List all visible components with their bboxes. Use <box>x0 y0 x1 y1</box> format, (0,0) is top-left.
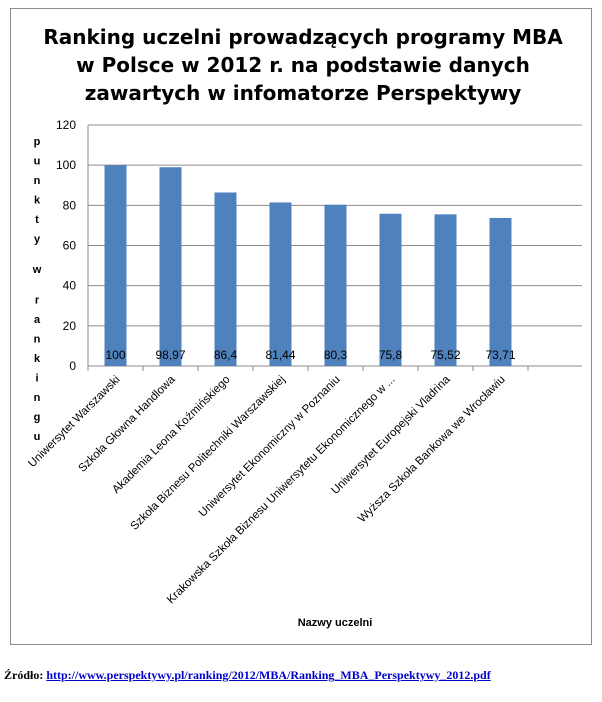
y-axis-title-letter: t <box>35 214 39 226</box>
y-axis-title-letter: k <box>34 195 41 207</box>
source-label: Źródło: <box>4 668 44 682</box>
y-axis-title-letter: n <box>34 175 41 187</box>
y-axis-title-letter: r <box>35 295 40 307</box>
data-label: 75,52 <box>430 348 460 362</box>
bar <box>324 204 347 366</box>
bar <box>489 217 512 366</box>
source-note: Źródło: http://www.perspektywy.pl/rankin… <box>4 668 598 683</box>
chart-title-line: w Polsce w 2012 r. na podstawie danych <box>76 53 530 77</box>
data-label: 86,4 <box>214 348 238 362</box>
bar <box>214 192 237 366</box>
bar-chart: Ranking uczelni prowadzących programy MB… <box>26 25 582 629</box>
y-axis-title-letter: k <box>34 353 41 365</box>
bar <box>379 213 402 366</box>
y-axis-title-letter: p <box>34 136 41 148</box>
x-category-label: Akademia Leona Koźmińskiego <box>110 374 232 496</box>
x-category-label: Uniwersytet Warszawski <box>26 374 122 470</box>
bar <box>159 167 182 366</box>
y-axis-title-letter: n <box>34 392 41 404</box>
y-axis-title-letter: u <box>34 156 41 168</box>
y-tick-label: 60 <box>63 239 77 253</box>
bar <box>269 202 292 366</box>
y-axis-title-letter: a <box>34 314 41 326</box>
bar <box>104 165 127 366</box>
data-label: 100 <box>105 348 125 362</box>
chart-title-line: Ranking uczelni prowadzących programy MB… <box>43 25 563 49</box>
y-axis-title-letter: y <box>34 234 41 246</box>
y-axis-title-letter: w <box>32 264 42 276</box>
y-axis-title-letter: n <box>34 334 41 346</box>
y-tick-label: 20 <box>63 319 77 333</box>
y-tick-label: 40 <box>63 279 77 293</box>
data-label: 73,71 <box>485 348 515 362</box>
chart-frame: Ranking uczelni prowadzących programy MB… <box>10 8 592 645</box>
y-axis-title-letter: g <box>34 412 41 424</box>
y-axis-title-letter: u <box>34 431 41 443</box>
x-category-label: Uniwersytet Europejski Vladrina <box>329 373 453 497</box>
y-tick-label: 100 <box>56 158 76 172</box>
x-axis-title: Nazwy uczelni <box>298 617 373 629</box>
chart-title-line: zawartych w infomatorze Perspektywy <box>85 81 522 105</box>
data-label: 80,3 <box>324 348 348 362</box>
y-axis-title-letter: i <box>35 373 38 385</box>
x-category-label: Szkoła Głowna Handlowa <box>76 373 178 475</box>
bar <box>434 214 457 366</box>
data-label: 81,44 <box>265 348 295 362</box>
source-link[interactable]: http://www.perspektywy.pl/ranking/2012/M… <box>46 668 491 682</box>
y-tick-label: 120 <box>56 118 76 132</box>
y-tick-label: 80 <box>63 198 77 212</box>
data-label: 75,8 <box>379 348 403 362</box>
y-tick-label: 0 <box>69 359 76 373</box>
data-label: 98,97 <box>155 348 185 362</box>
